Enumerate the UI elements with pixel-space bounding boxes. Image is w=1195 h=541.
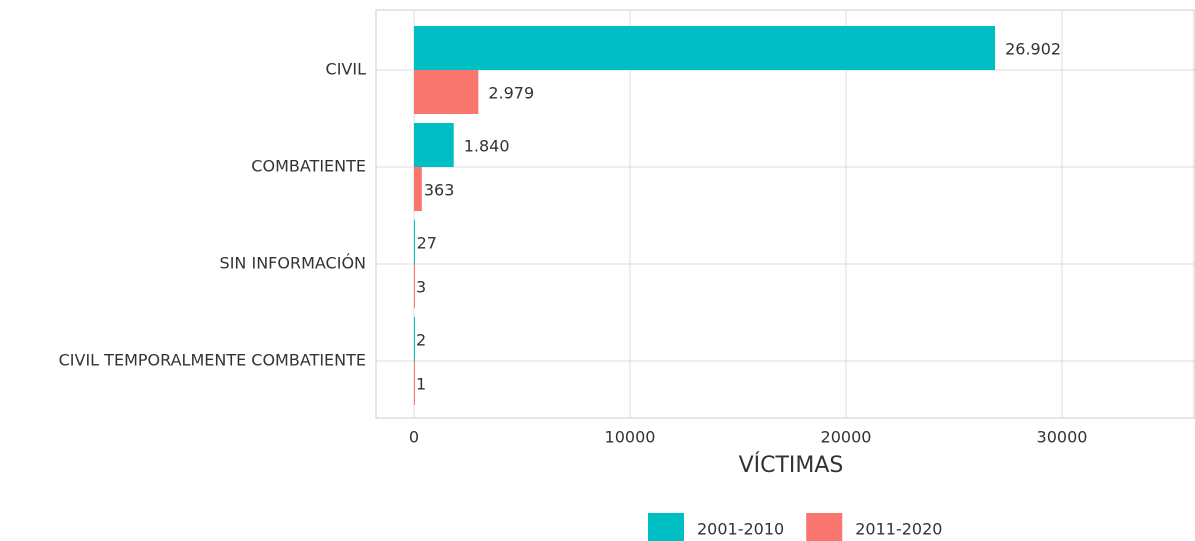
value-label: 3 <box>416 278 426 297</box>
panel-border <box>375 9 1195 419</box>
value-label: 2.979 <box>488 84 534 103</box>
y-tick-label: COMBATIENTE <box>251 157 366 176</box>
x-tick-label: 10000 <box>605 428 656 447</box>
legend-label: 2011-2020 <box>855 520 942 539</box>
y-tick-label: SIN INFORMACIÓN <box>220 254 366 273</box>
bar <box>413 167 422 211</box>
bar <box>413 264 415 308</box>
x-tick-label: 0 <box>409 428 419 447</box>
bar <box>413 123 454 167</box>
value-label: 27 <box>417 234 437 253</box>
x-axis-title: VÍCTIMAS <box>739 452 844 478</box>
x-tick-label: 20000 <box>821 428 872 447</box>
value-label: 2 <box>416 331 426 350</box>
x-tick-label: 30000 <box>1037 428 1088 447</box>
value-label: 1.840 <box>464 137 510 156</box>
y-tick-label: CIVIL TEMPORALMENTE COMBATIENTE <box>59 351 366 370</box>
value-label: 1 <box>416 375 426 394</box>
legend-swatch <box>806 513 843 541</box>
bar <box>413 317 415 361</box>
bar <box>413 70 479 114</box>
value-label: 26.902 <box>1005 40 1061 59</box>
legend-label: 2001-2010 <box>697 520 784 539</box>
legend-swatch <box>648 513 684 541</box>
bar <box>413 361 415 405</box>
bar <box>413 26 996 70</box>
value-label: 363 <box>424 181 455 200</box>
y-tick-label: CIVIL <box>326 60 367 79</box>
bar <box>413 220 415 264</box>
